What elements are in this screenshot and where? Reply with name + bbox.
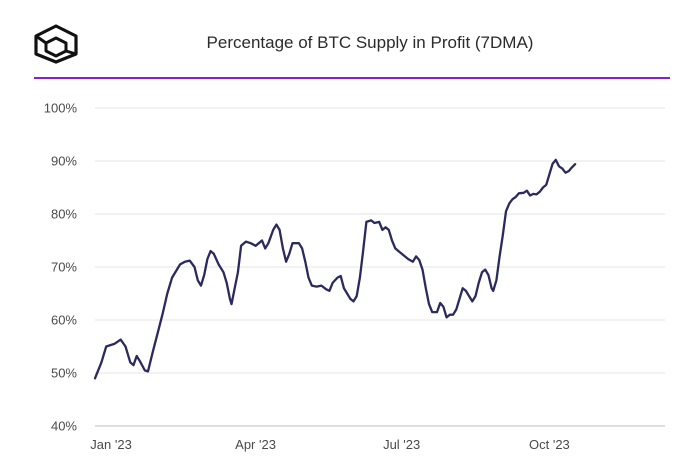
x-axis-ticks: Jan '23 Apr '23 Jul '23 Oct '23 xyxy=(90,437,569,452)
x-tick-label: Jan '23 xyxy=(90,437,132,452)
cube-logo-icon[interactable] xyxy=(33,24,79,64)
y-tick-label: 70% xyxy=(51,260,77,275)
gridlines xyxy=(95,107,665,427)
x-tick-label: Apr '23 xyxy=(235,437,276,452)
y-tick-label: 60% xyxy=(51,313,77,328)
y-tick-label: 100% xyxy=(44,101,78,116)
y-axis-ticks: 40% 50% 60% 70% 80% 90% 100% xyxy=(44,101,78,434)
chart-title: Percentage of BTC Supply in Profit (7DMA… xyxy=(206,33,534,52)
chart-header: Percentage of BTC Supply in Profit (7DMA… xyxy=(0,0,690,80)
y-tick-label: 40% xyxy=(51,419,77,434)
x-tick-label: Oct '23 xyxy=(529,437,570,452)
header-divider xyxy=(34,77,670,79)
y-tick-label: 90% xyxy=(51,154,77,169)
x-tick-label: Jul '23 xyxy=(383,437,420,452)
y-tick-label: 80% xyxy=(51,207,77,222)
y-tick-label: 50% xyxy=(51,366,77,381)
supply-in-profit-line xyxy=(93,158,577,380)
